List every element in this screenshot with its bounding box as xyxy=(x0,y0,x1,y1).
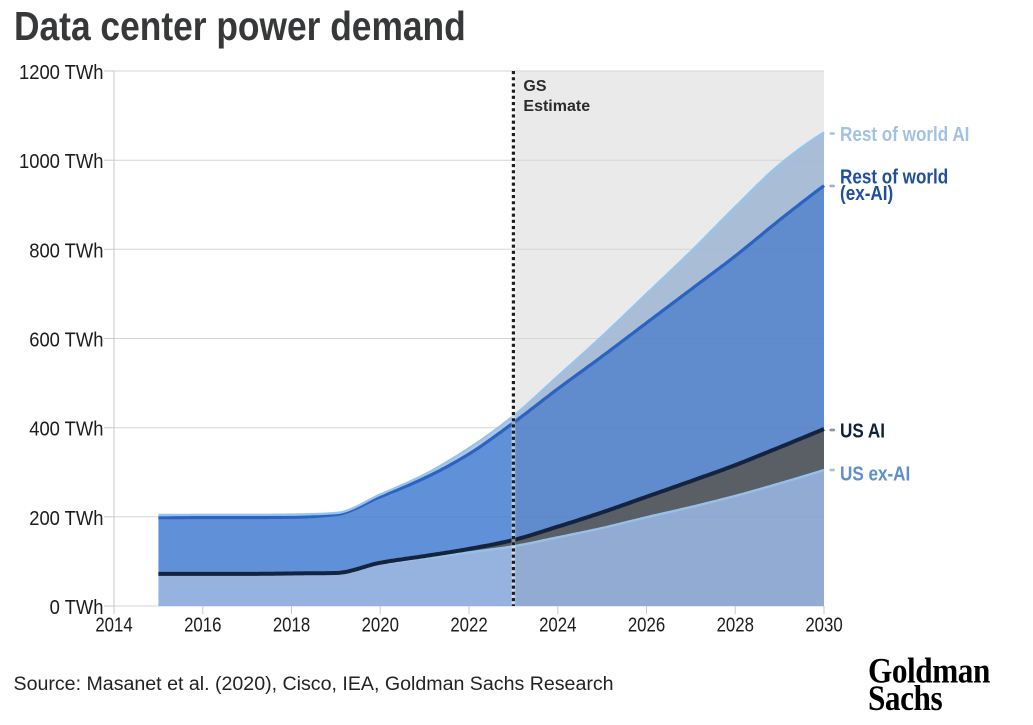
svg-text:Estimate: Estimate xyxy=(523,98,590,115)
svg-text:Source: Masanet et al. (2020),: Source: Masanet et al. (2020), Cisco, IE… xyxy=(14,673,614,695)
svg-text:2026: 2026 xyxy=(628,613,665,636)
svg-text:600 TWh: 600 TWh xyxy=(29,330,103,352)
svg-text:2024: 2024 xyxy=(539,613,576,636)
svg-text:200 TWh: 200 TWh xyxy=(29,508,103,530)
svg-text:2022: 2022 xyxy=(450,613,487,636)
svg-text:Goldman: Goldman xyxy=(868,652,991,692)
svg-text:(ex-AI): (ex-AI) xyxy=(840,182,893,205)
svg-text:2014: 2014 xyxy=(95,613,132,636)
svg-text:US ex-AI: US ex-AI xyxy=(840,462,910,485)
svg-text:Rest of world: Rest of world xyxy=(840,165,948,188)
svg-text:1200 TWh: 1200 TWh xyxy=(19,62,103,84)
svg-text:800 TWh: 800 TWh xyxy=(29,241,103,263)
svg-text:400 TWh: 400 TWh xyxy=(29,419,103,441)
svg-text:US AI: US AI xyxy=(840,419,885,442)
svg-text:Data center power demand: Data center power demand xyxy=(14,5,466,50)
svg-text:1000 TWh: 1000 TWh xyxy=(19,152,103,174)
svg-text:Sachs: Sachs xyxy=(868,679,943,719)
svg-text:2030: 2030 xyxy=(805,613,842,636)
svg-text:2018: 2018 xyxy=(273,613,310,636)
svg-text:Rest of world AI: Rest of world AI xyxy=(840,123,969,146)
svg-text:GS: GS xyxy=(523,78,546,95)
svg-text:0 TWh: 0 TWh xyxy=(50,597,104,619)
svg-text:2028: 2028 xyxy=(717,613,754,636)
svg-text:2020: 2020 xyxy=(362,613,399,636)
svg-text:2016: 2016 xyxy=(184,613,221,636)
